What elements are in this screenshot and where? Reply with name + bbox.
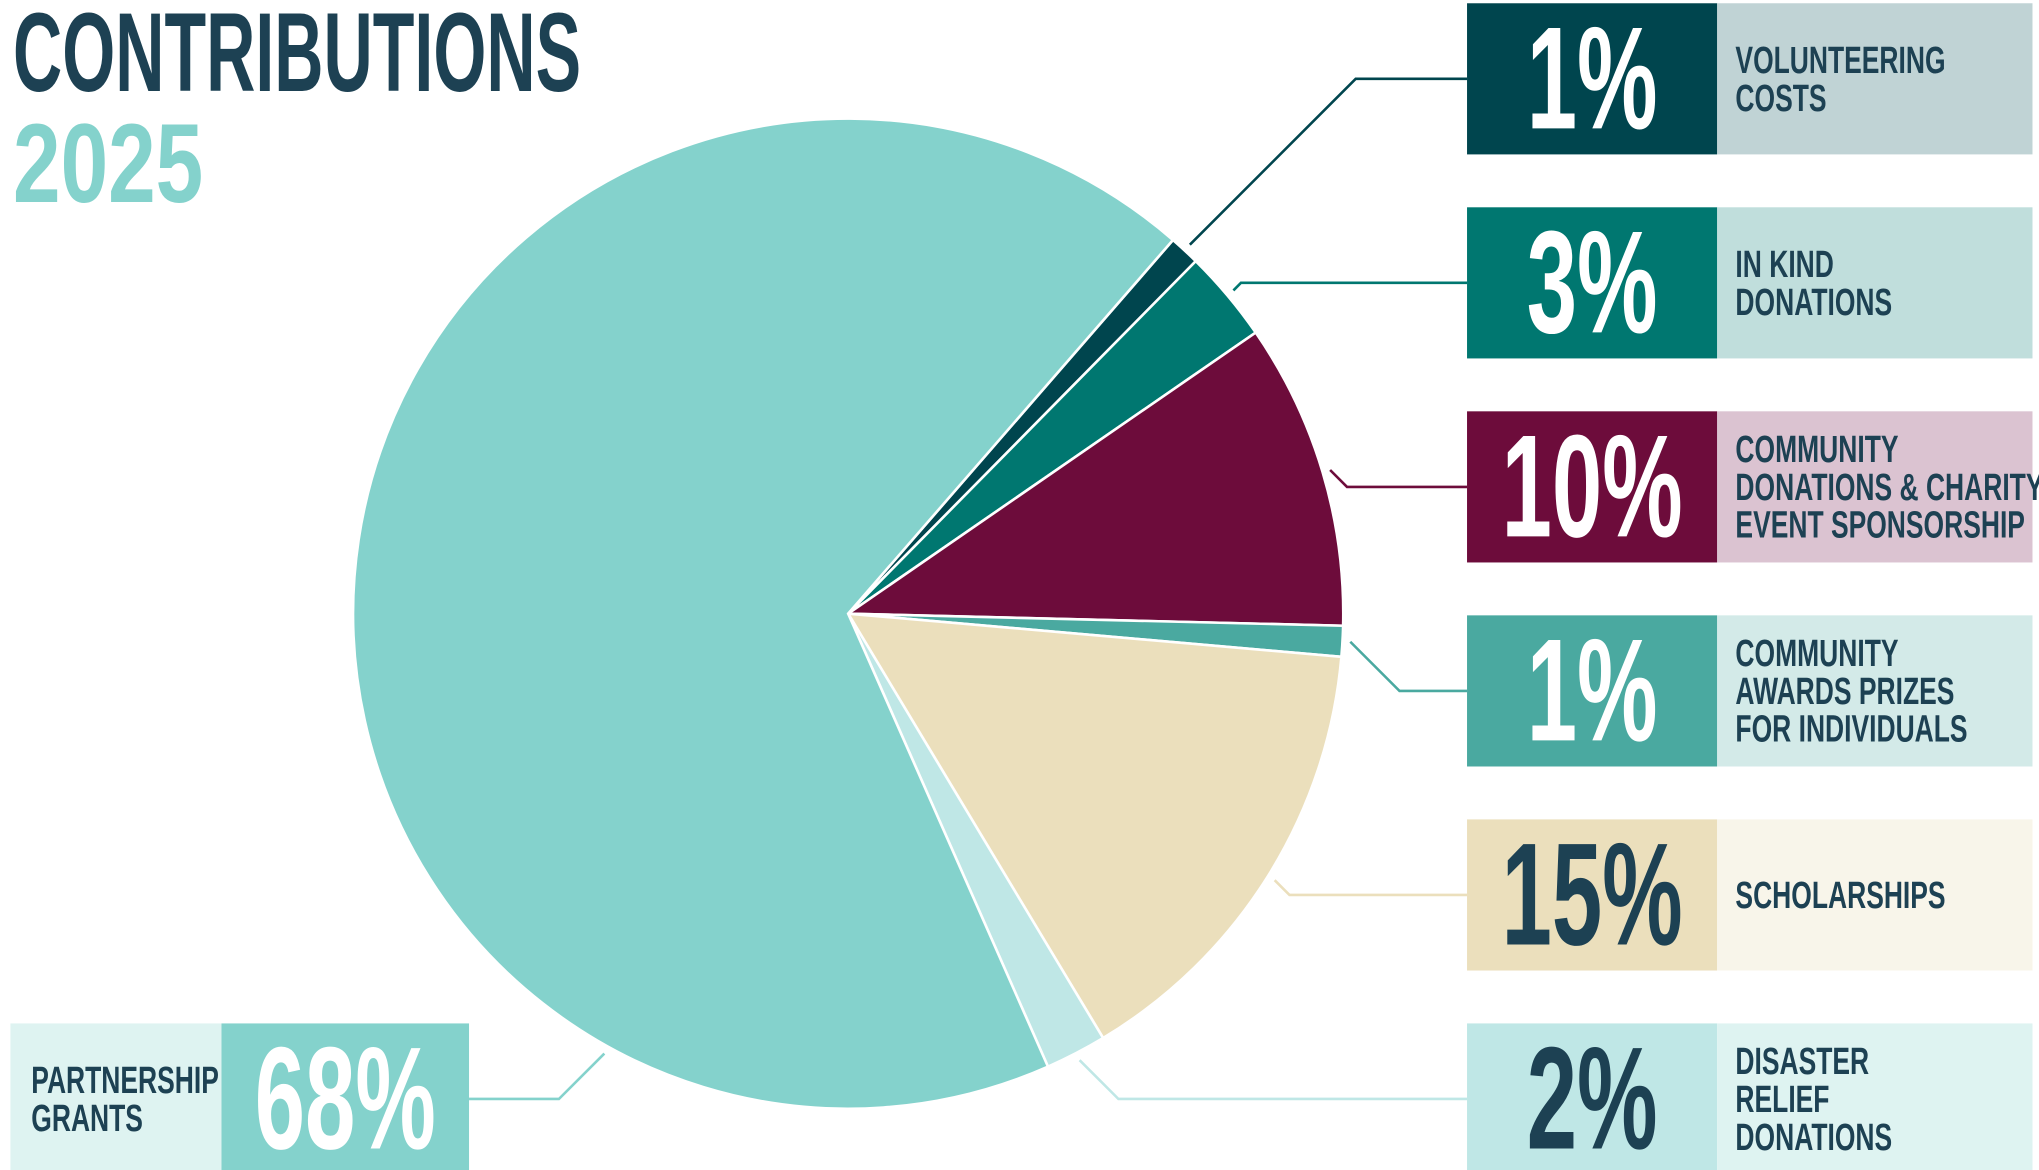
category-label: VOLUNTEERING: [1735, 38, 1945, 81]
label-box: [1717, 411, 2033, 563]
category-line-group: EVENT SPONSORSHIP: [1735, 503, 2025, 546]
pie-slice: [844, 330, 1345, 628]
category-label: FOR INDIVIDUALS: [1735, 707, 1967, 750]
leader-line: [1273, 879, 1468, 897]
category-label: DONATIONS: [1735, 1115, 1892, 1158]
value-box: [1467, 3, 1718, 155]
value-box: [1467, 615, 1718, 767]
category-line-group: VOLUNTEERING: [1735, 38, 1945, 81]
label-box: [1717, 615, 2033, 767]
value-label-group: 68%: [255, 1016, 436, 1170]
category-label: AWARDS PRIZES: [1735, 669, 1954, 712]
value-label-group: 3%: [1527, 200, 1658, 363]
leader-line: [1078, 1059, 1468, 1101]
value-label-group: 10%: [1502, 404, 1683, 567]
value-label: 1%: [1527, 0, 1658, 160]
value-label: 1%: [1527, 608, 1658, 771]
leader-line: [1188, 77, 1468, 246]
category-line-group: IN KIND: [1735, 242, 1833, 285]
value-label-group: 15%: [1502, 812, 1683, 975]
category-line-group: SCHOLARSHIPS: [1735, 873, 1945, 916]
category-line-group: FOR INDIVIDUALS: [1735, 707, 1967, 750]
pie-slice: [845, 612, 1343, 1040]
category-label: COMMUNITY: [1735, 631, 1898, 674]
value-label: 15%: [1502, 812, 1683, 975]
leader-line: [1329, 469, 1468, 489]
value-box: [221, 1023, 470, 1170]
leader-line: [1349, 640, 1468, 693]
category-line-group: COMMUNITY: [1735, 427, 1898, 470]
category-label: GRANTS: [31, 1096, 143, 1139]
category-label: RELIEF: [1735, 1077, 1829, 1120]
category-label: EVENT SPONSORSHIP: [1735, 503, 2025, 546]
category-line-group: COMMUNITY: [1735, 631, 1898, 674]
value-label-group: 2%: [1527, 1016, 1658, 1170]
category-line-group: DISASTER: [1735, 1039, 1869, 1082]
value-box: [1467, 207, 1718, 359]
category-line-group: PARTNERSHIP: [31, 1058, 219, 1101]
category-label: COMMUNITY: [1735, 427, 1898, 470]
category-line-group: AWARDS PRIZES: [1735, 669, 1954, 712]
leader-line: [1232, 281, 1468, 292]
category-line-group: DONATIONS & CHARITY: [1735, 465, 2039, 508]
category-label: PARTNERSHIP: [31, 1058, 219, 1101]
value-label: 3%: [1527, 200, 1658, 363]
category-label: DISASTER: [1735, 1039, 1869, 1082]
value-label-group: 1%: [1527, 0, 1658, 160]
category-label: DONATIONS: [1735, 280, 1892, 323]
value-box: [1467, 1023, 1718, 1170]
category-label: IN KIND: [1735, 242, 1833, 285]
category-line-group: DONATIONS: [1735, 1115, 1892, 1158]
pie-slice: [351, 117, 1175, 1111]
value-label: 68%: [255, 1016, 436, 1170]
category-label: SCHOLARSHIPS: [1735, 873, 1945, 916]
value-label: 10%: [1502, 404, 1683, 567]
category-line-group: RELIEF: [1735, 1077, 1829, 1120]
label-box: [1717, 207, 2033, 359]
value-label-group: 1%: [1527, 608, 1658, 771]
chart-subtitle: 2025: [13, 101, 203, 226]
value-box: [1467, 819, 1718, 971]
category-line-group: COSTS: [1735, 76, 1826, 119]
category-line-group: GRANTS: [31, 1096, 143, 1139]
label-box: [1717, 1023, 2033, 1170]
label-box: [1717, 3, 2033, 155]
category-label: DONATIONS & CHARITY: [1735, 465, 2039, 508]
category-label: COSTS: [1735, 76, 1826, 119]
label-box: [1717, 819, 2033, 971]
label-box: [10, 1023, 222, 1170]
chart-title: CONTRIBUTIONS: [13, 0, 581, 115]
leader-line: [469, 1052, 606, 1101]
category-line-group: DONATIONS: [1735, 280, 1892, 323]
value-box: [1467, 411, 1718, 563]
value-label: 2%: [1527, 1016, 1658, 1170]
